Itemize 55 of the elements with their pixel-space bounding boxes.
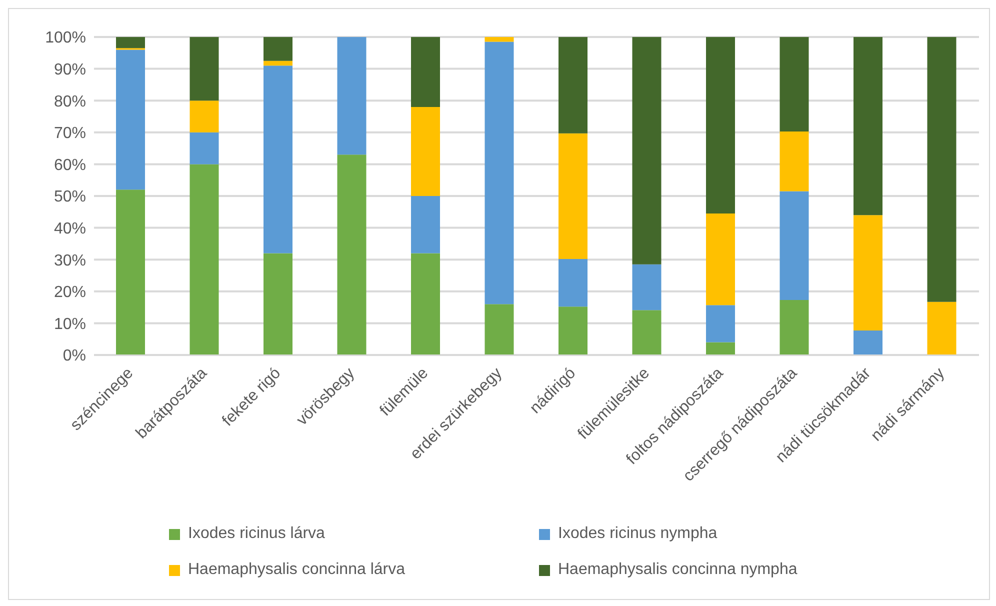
y-tick-label: 10%: [54, 316, 86, 333]
legend-label: Ixodes ricinus lárva: [187, 525, 326, 543]
bar: [854, 37, 882, 216]
bar: [337, 37, 366, 155]
bar: [706, 305, 735, 342]
legend-label: Haemaphysalis concinna nympha: [557, 561, 798, 579]
bar: [484, 304, 514, 355]
bar: [116, 50, 145, 190]
bar: [264, 60, 292, 66]
bar: [927, 37, 956, 302]
bar: [854, 330, 882, 355]
bar: [411, 106, 440, 196]
y-tick-label: 0%: [62, 348, 86, 365]
bar: [190, 164, 219, 355]
bar: [780, 300, 809, 355]
bar: [190, 132, 219, 164]
bar: [558, 258, 588, 307]
bar: [190, 37, 219, 101]
y-tick-label: 40%: [54, 220, 86, 238]
y-tick-label: 20%: [54, 284, 86, 302]
y-tick-label: 60%: [54, 156, 86, 174]
bar: [706, 213, 735, 306]
bar: [780, 191, 809, 300]
bar: [116, 37, 145, 48]
bar: [411, 253, 440, 355]
bar: [411, 196, 440, 254]
bar: [264, 253, 292, 355]
y-tick-label: 50%: [54, 188, 86, 206]
y-tick-label: 100%: [45, 30, 86, 47]
bar: [337, 154, 366, 355]
bar: [190, 100, 219, 132]
bar: [411, 37, 440, 107]
bar: [484, 37, 514, 42]
bar: [927, 302, 956, 355]
y-tick-label: 30%: [54, 252, 86, 270]
bar: [854, 215, 882, 331]
bar: [706, 342, 735, 355]
bar: [632, 37, 662, 264]
bar: [780, 131, 809, 192]
bar: [264, 66, 292, 254]
bar: [632, 264, 662, 310]
bar: [264, 37, 292, 61]
bar: [116, 190, 145, 355]
legend-label: Haemaphysalis concinna lárva: [187, 561, 406, 579]
y-tick-label: 70%: [54, 125, 86, 142]
y-tick-label: 90%: [54, 61, 86, 78]
bar: [780, 37, 809, 132]
bar: [558, 133, 588, 259]
legend-label: Ixodes ricinus nympha: [557, 525, 718, 543]
bar: [632, 310, 662, 355]
bar: [558, 306, 588, 355]
bar: [706, 37, 735, 214]
y-tick-label: 80%: [54, 93, 86, 110]
bar: [484, 42, 514, 304]
bar: [558, 37, 588, 134]
